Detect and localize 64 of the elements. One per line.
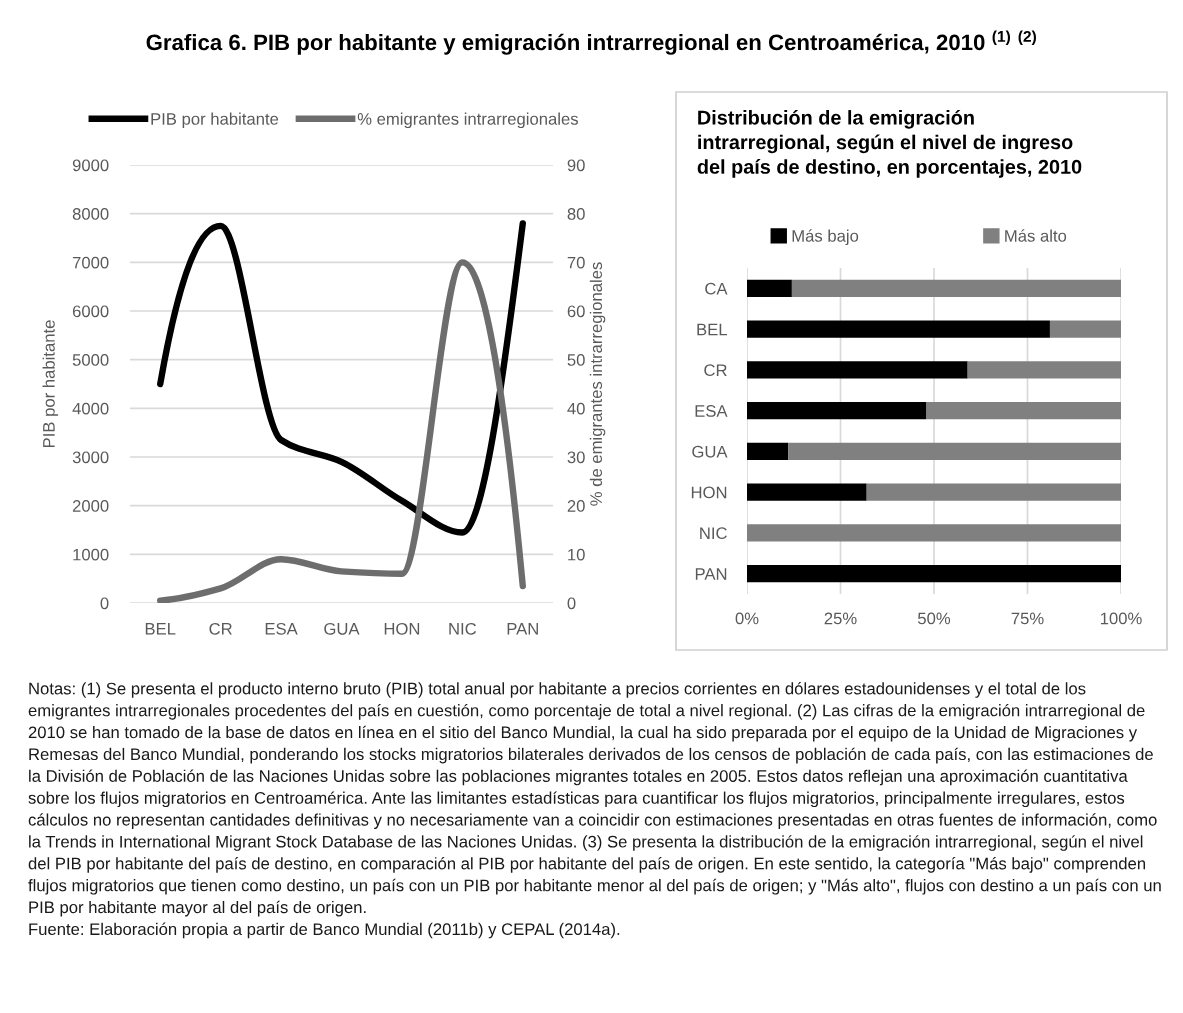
legend-label: Más alto xyxy=(1005,229,1067,242)
bar xyxy=(926,402,1121,420)
bar xyxy=(747,361,968,379)
y-tick-label: 4000 xyxy=(72,402,109,415)
x-tick-label: CR xyxy=(209,622,232,635)
y-tick-label: 8000 xyxy=(72,208,109,220)
bar xyxy=(788,442,1121,460)
bar xyxy=(967,361,1121,379)
y-tick-label: 5000 xyxy=(72,354,109,366)
bar xyxy=(747,320,1050,338)
bar xyxy=(1049,320,1121,338)
bar xyxy=(747,402,927,420)
y-tick-label: ESA xyxy=(695,405,728,417)
y-tick-label: NIC xyxy=(700,527,727,540)
bar xyxy=(747,565,1121,583)
y-tick-label: 3000 xyxy=(72,451,109,464)
legend-label: PIB por habitante xyxy=(151,112,279,129)
source-note: Fuente: Elaboración propia a partir de Banco Mundial (2011b) y CEPAL (2014a). xyxy=(29,922,620,939)
bar xyxy=(791,279,1121,297)
y-tick-label: PAN xyxy=(695,568,727,580)
x-tick-label: 25% xyxy=(824,612,857,625)
bar xyxy=(747,524,1121,542)
y-tick-label: HON xyxy=(691,486,727,499)
y2-tick-label: 0 xyxy=(567,597,576,610)
x-tick-label: 100% xyxy=(1100,612,1142,625)
y-tick-label: 7000 xyxy=(72,256,109,269)
y2-tick-label: 20 xyxy=(567,500,585,512)
x-tick-label: BEL xyxy=(145,623,176,635)
bar xyxy=(747,483,867,501)
y2-tick-label: 90 xyxy=(567,159,585,172)
chart-title: Distribución de la emigración intrarregional, según el nivel de ingreso del país de destino, en porcentajes, 2010 xyxy=(697,109,1082,178)
legend-label: Más bajo xyxy=(792,229,859,246)
y2-tick-label: 50 xyxy=(567,354,585,366)
y-tick-label: 1000 xyxy=(73,548,109,561)
y2-tick-label: 80 xyxy=(567,208,585,220)
x-tick-label: 50% xyxy=(917,612,951,625)
y2-tick-label: 60 xyxy=(567,305,585,318)
bar xyxy=(866,483,1121,501)
bar xyxy=(747,442,789,460)
y-tick-label: GUA xyxy=(692,445,728,458)
text: Notas: (1) Se presenta el producto interno bruto (PIB) total anual por habitante a precios corrientes en dólares estadounidenses y el total de los emigrantes intrarregionales procedentes del país en cuestión, como porcentaje de total a nivel regional. (2) Las cifras de la emigración intrarregional de 2010 se han tomado de la base de datos en línea en el sitio del Banco Mundial, la cual ha sido preparada por el equipo de la Unidad de Migraciones y Remesas del Banco Mundial, ponderando los stocks migratorios bilaterales derivados de los censos de población de cada país, con las estimaciones de la División de Población de las Naciones Unidas sobre las poblaciones migrantes totales en 2005. Estos datos reflejan una aproximación cuantitativa sobre los flujos migratorios en Centroamérica. Ante las limitantes estadísticas para cuantificar los flujos migratorios, principalmente irregulares, estos cálculos no representan cantidades definitivas y no necesariamente van a coincidir con estimaciones presentadas en otras fuentes de información, como la Trends in International Migrant Stock Database de las Naciones Unidas. (3) Se presenta la distribución de la emigración intrarregional, según el nivel del PIB por habitante del país de destino, en comparación al PIB por habitante del país de origen. En este sentido, la categoría "Más bajo" comprenden flujos migratorios que tienen como destino, un país con un PIB por habitante menor al del país de origen; y "Más alto", flujos con destino a un país con un PIB por habitante mayor al del país de origen. xyxy=(28,682,1161,917)
x-tick-label: 75% xyxy=(1011,612,1044,625)
x-tick-label: GUA xyxy=(324,622,360,635)
y2-axis-title: % de emigrantes intrarregionales xyxy=(589,262,606,506)
y-tick-label: BEL xyxy=(697,323,727,336)
y-axis-title: PIB por habitante xyxy=(42,320,59,448)
x-tick-label: NIC xyxy=(449,622,477,635)
y-tick-label: 2000 xyxy=(72,500,109,512)
y2-tick-label: 40 xyxy=(567,402,585,415)
legend-label: % emigrantes intrarregionales xyxy=(357,112,578,129)
y-tick-label: CR xyxy=(704,364,727,377)
x-tick-label: HON xyxy=(384,622,420,635)
bar xyxy=(747,279,792,297)
y2-tick-label: 70 xyxy=(567,256,585,269)
x-tick-label: 0% xyxy=(735,612,759,625)
y-tick-label: 6000 xyxy=(72,305,109,318)
y2-tick-label: 10 xyxy=(568,548,585,561)
y-tick-label: 9000 xyxy=(72,159,109,172)
text: Grafica 6. PIB por habitante y emigración intrarregional en Centroamérica, 2010 $^{(1) (2)}$ xyxy=(146,30,1036,55)
x-tick-label: PAN xyxy=(507,623,538,635)
y2-tick-label: 30 xyxy=(567,451,585,464)
y-tick-label: CA xyxy=(705,282,728,295)
y-tick-label: 0 xyxy=(100,597,109,610)
x-tick-label: ESA xyxy=(265,622,298,635)
